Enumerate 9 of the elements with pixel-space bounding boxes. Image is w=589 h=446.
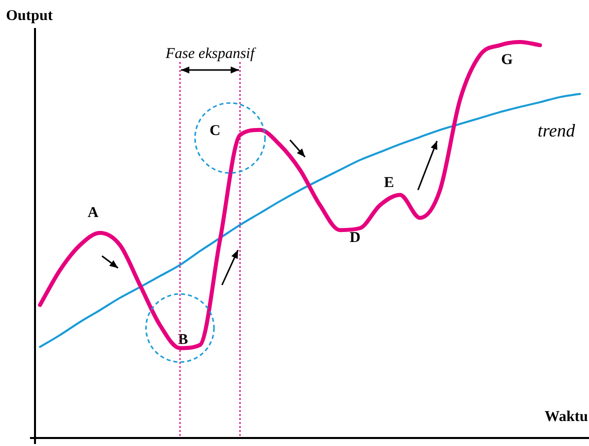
annotation: E [384,174,394,191]
x-axis-title: Waktu [544,409,588,425]
series-label: trend [538,120,576,141]
annotation: G [501,52,514,68]
annotation: Fase ekspansif [164,46,256,62]
annotation: C [210,122,220,139]
annotation: A [88,204,99,221]
annotation: D [350,230,361,246]
y-axis-title: Output [6,8,53,24]
